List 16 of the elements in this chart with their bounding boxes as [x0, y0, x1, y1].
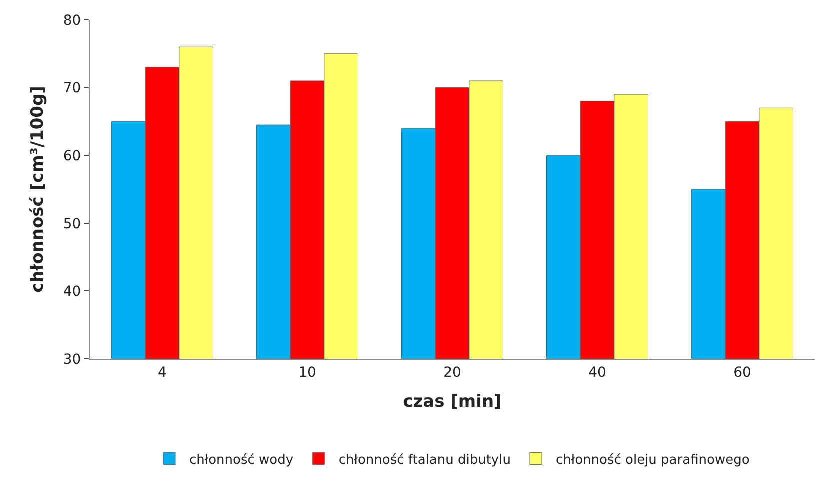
- x-tick-label: 20: [444, 364, 462, 381]
- y-tick-label: 30: [63, 352, 82, 368]
- x-tick-label: 4: [158, 364, 168, 381]
- y-tick-label: 40: [63, 284, 82, 300]
- legend-label: chłonność ftalanu dibutylu: [338, 452, 511, 468]
- y-tick-label: 80: [63, 12, 82, 29]
- x-tick-label: 40: [588, 364, 606, 381]
- y-tick-label: 60: [63, 148, 82, 164]
- x-tick-label: 10: [298, 364, 316, 381]
- x-tick-label: 60: [734, 364, 752, 381]
- x-axis-title: czas [min]: [403, 392, 502, 412]
- y-tick-label: 50: [63, 216, 82, 232]
- y-tick-label: 70: [63, 80, 82, 97]
- legend-label: chłonność wody: [190, 452, 294, 468]
- y-axis-title: chłonność [cm³/100g]: [28, 86, 48, 293]
- legend-label: chłonność oleju parafinowego: [556, 452, 750, 468]
